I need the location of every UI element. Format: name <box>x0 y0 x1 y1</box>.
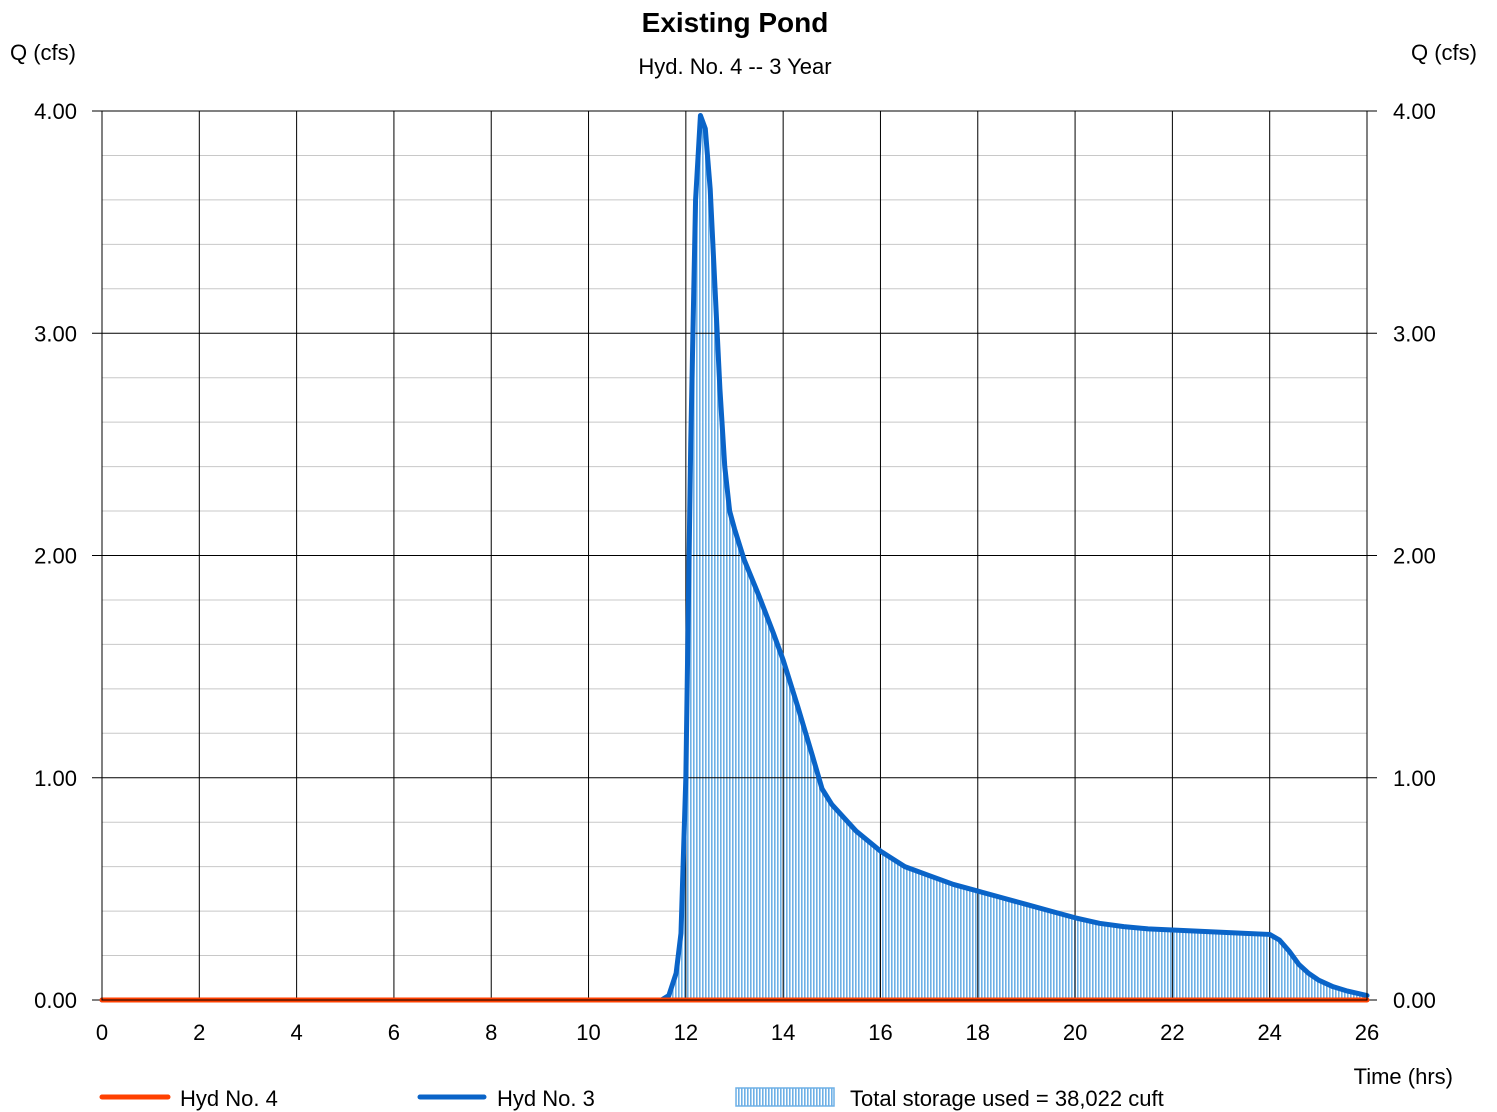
x-tick-label: 24 <box>1257 1020 1281 1045</box>
y-axis-label-left: Q (cfs) <box>10 40 76 65</box>
y-axis-label-right: Q (cfs) <box>1411 40 1477 65</box>
y-tick-label-left: 3.00 <box>34 321 77 346</box>
series-line-hyd-3 <box>99 112 1370 1003</box>
x-tick-label: 8 <box>485 1020 497 1045</box>
y-tick-label-right: 2.00 <box>1393 544 1436 569</box>
y-tick-label-right: 0.00 <box>1393 988 1436 1013</box>
x-tick-label: 14 <box>771 1020 795 1045</box>
x-tick-label: 16 <box>868 1020 892 1045</box>
x-tick-label: 4 <box>290 1020 302 1045</box>
y-tick-label-left: 1.00 <box>34 766 77 791</box>
x-tick-label: 6 <box>388 1020 400 1045</box>
y-tick-label-right: 4.00 <box>1393 99 1436 124</box>
chart-title: Existing Pond <box>642 7 829 38</box>
legend-swatch-storage <box>735 1087 835 1107</box>
storage-area <box>102 115 1367 1000</box>
plot-frame <box>101 110 1368 1001</box>
tick-labels: 0 2 4 6 8 10 12 14 16 18 20 22 24 260.00 0.001.00 1.002… <box>34 99 1436 1045</box>
y-tick-label-right: 1.00 <box>1393 766 1436 791</box>
y-tick-label-right: 3.00 <box>1393 321 1436 346</box>
y-tick-label-left: 2.00 <box>34 544 77 569</box>
x-tick-label: 18 <box>966 1020 990 1045</box>
x-tick-label: 2 <box>193 1020 205 1045</box>
x-tick-label: 26 <box>1355 1020 1379 1045</box>
x-tick-label: 10 <box>576 1020 600 1045</box>
y-tick-label-left: 0.00 <box>34 988 77 1013</box>
x-tick-label: 12 <box>674 1020 698 1045</box>
x-axis-label: Time (hrs) <box>1354 1064 1453 1089</box>
x-tick-label: 0 <box>96 1020 108 1045</box>
chart-subtitle: Hyd. No. 4 -- 3 Year <box>638 54 831 79</box>
x-tick-label: 22 <box>1160 1020 1184 1045</box>
legend-label-hyd-4: Hyd No. 4 <box>180 1086 278 1111</box>
legend-label-hyd-3: Hyd No. 3 <box>497 1086 595 1111</box>
storage-area-layer <box>102 115 1367 1000</box>
y-tick-label-left: 4.00 <box>34 99 77 124</box>
legend-label-storage: Total storage used = 38,022 cuft <box>850 1086 1164 1111</box>
x-tick-label: 20 <box>1063 1020 1087 1045</box>
legend: Hyd No. 4 Hyd No. 3 Total storage used =… <box>99 1086 1164 1111</box>
